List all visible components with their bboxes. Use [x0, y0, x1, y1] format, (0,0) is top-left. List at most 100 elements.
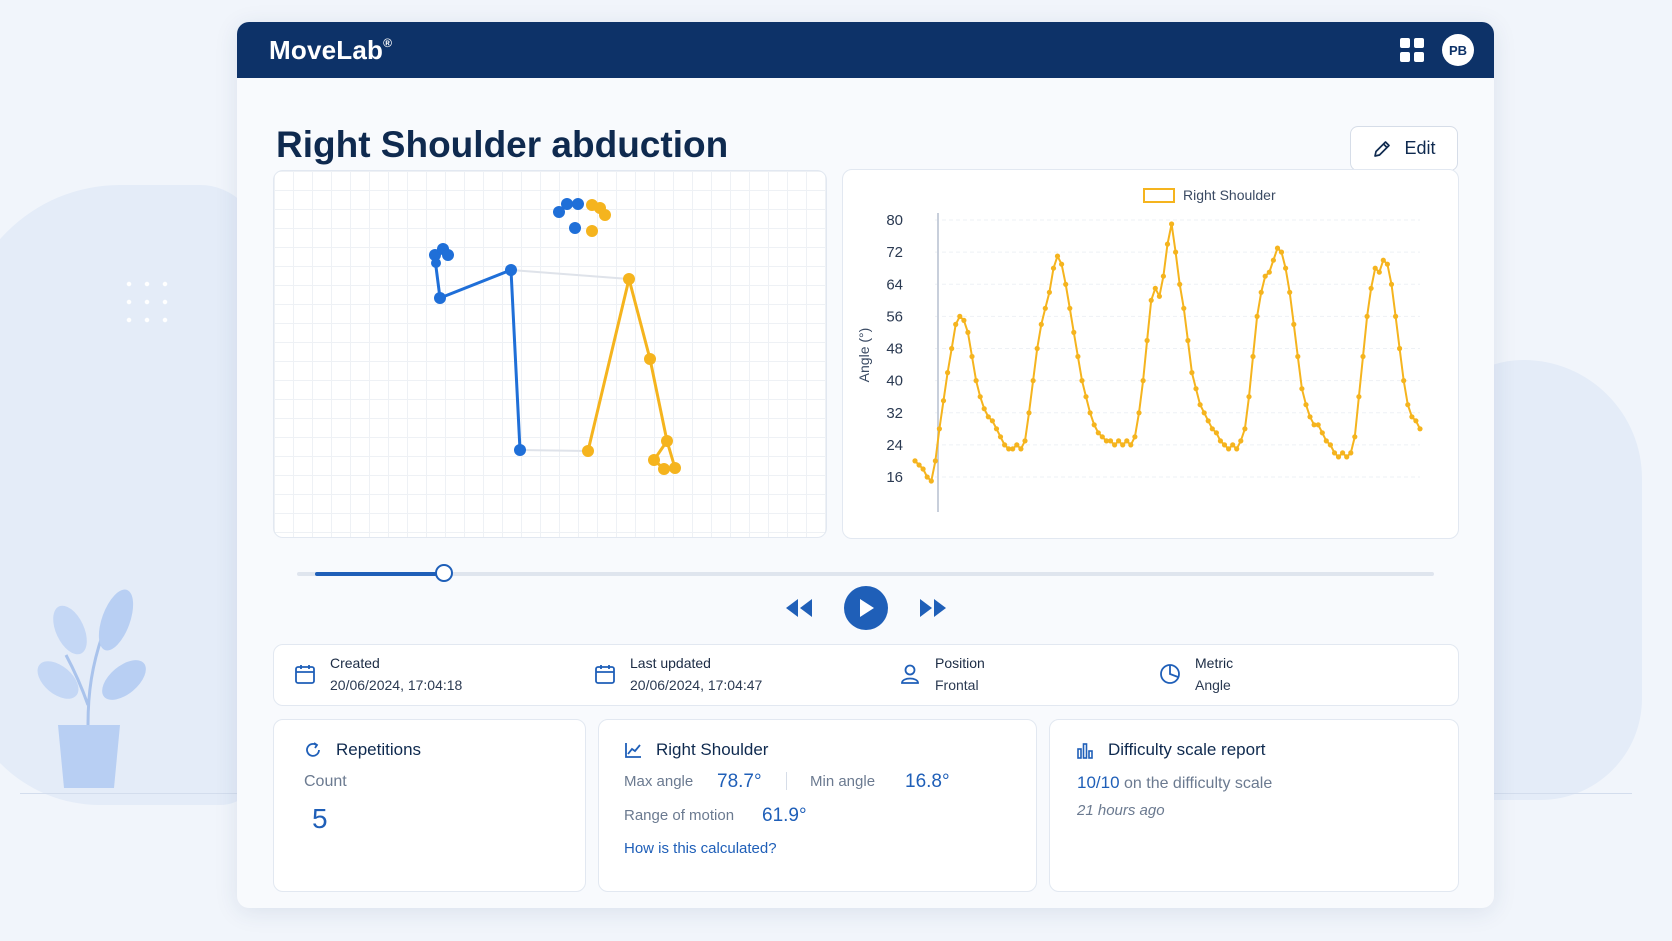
data-point [1278, 249, 1285, 255]
data-point [1319, 430, 1325, 436]
data-point [1063, 281, 1069, 287]
data-point [1087, 410, 1093, 416]
series-line-right-shoulder [914, 223, 1421, 483]
data-point [1091, 422, 1097, 428]
data-point [1189, 370, 1195, 376]
data-point [1160, 273, 1166, 279]
data-point [961, 317, 967, 323]
data-point [1323, 438, 1329, 444]
data-point [1376, 269, 1382, 275]
skeleton-view[interactable] [273, 170, 827, 538]
calendar-icon [295, 665, 315, 684]
timeline-thumb[interactable] [434, 564, 453, 582]
data-point [1217, 438, 1223, 444]
data-point [1246, 394, 1252, 400]
rewind-button[interactable] [784, 597, 814, 619]
edit-button[interactable]: Edit [1350, 126, 1458, 171]
count-value: 5 [312, 803, 328, 834]
data-point [1344, 454, 1350, 460]
y-axis-label: Angle (°) [856, 328, 872, 383]
created-label: Created [330, 655, 380, 671]
angle-chart[interactable]: 16 24 32 40 48 56 64 72 80 Angle (°) Right Shoul… [842, 169, 1459, 539]
play-icon [859, 599, 874, 617]
data-point [1034, 345, 1040, 352]
data-point [953, 321, 959, 327]
data-point [1185, 337, 1191, 344]
data-point [1230, 442, 1236, 448]
data-point [1401, 378, 1407, 384]
how-calculated-link[interactable]: How is this calculated? [624, 840, 777, 857]
data-point [924, 474, 930, 480]
avatar[interactable]: PB [1442, 34, 1474, 66]
legend-label: Right Shoulder [1183, 187, 1276, 203]
data-point [1022, 438, 1028, 444]
data-point [1331, 450, 1338, 456]
shoulder-line [510, 269, 630, 280]
data-point [1124, 438, 1130, 444]
left-limb [433, 258, 522, 451]
data-point [1071, 329, 1077, 335]
data-point [1397, 345, 1403, 352]
recording-info: Created 20/06/2024, 17:04:18 Last update… [273, 644, 1459, 706]
position-label: Position [935, 655, 985, 671]
data-point [1291, 321, 1297, 327]
data-point [1046, 289, 1052, 295]
range-of-motion-value: 61.9° [762, 805, 807, 826]
data-point [1067, 305, 1073, 311]
data-point [1307, 414, 1313, 420]
pencil-icon [1374, 140, 1391, 157]
play-button[interactable] [843, 586, 888, 630]
timeline-slider[interactable] [297, 564, 1434, 582]
data-point [1197, 402, 1203, 408]
repetitions-title: Repetitions [336, 740, 422, 759]
data-point [1059, 261, 1065, 267]
data-point [1054, 253, 1061, 259]
range-of-motion-label: Range of motion [624, 807, 735, 824]
data-point [981, 406, 987, 412]
data-point [1095, 430, 1101, 436]
data-point [1384, 261, 1390, 267]
data-point [1417, 426, 1423, 432]
metric-value: Angle [1195, 677, 1231, 693]
data-point [916, 462, 922, 468]
data-point [1075, 353, 1081, 360]
data-point [977, 394, 983, 400]
right-shoulder-title: Right Shoulder [656, 740, 769, 759]
y-tick-label: 16 [886, 469, 903, 486]
data-point [1144, 337, 1150, 344]
y-tick-label: 64 [886, 276, 903, 293]
data-point [1042, 305, 1048, 311]
y-tick-label: 24 [886, 437, 903, 454]
data-point [1250, 353, 1256, 360]
data-point [973, 378, 979, 384]
data-point [1335, 454, 1342, 460]
data-point [1405, 402, 1411, 408]
data-point [1116, 438, 1122, 444]
data-point [1173, 249, 1179, 255]
legend-swatch [1143, 188, 1175, 203]
data-point [932, 458, 938, 464]
rewind-icon [785, 599, 812, 617]
data-point [989, 418, 995, 424]
data-point [1112, 442, 1118, 448]
difficulty-score-suffix: on the difficulty scale [1124, 775, 1273, 792]
data-point [1181, 305, 1187, 311]
data-point [912, 458, 918, 464]
fast-forward-button[interactable] [918, 597, 948, 619]
apps-grid-icon[interactable] [1400, 38, 1424, 62]
data-point [1209, 426, 1215, 432]
data-point [969, 353, 975, 360]
data-point [1128, 442, 1134, 448]
data-point [1014, 442, 1020, 448]
data-point [1380, 257, 1386, 263]
position-value: Frontal [935, 677, 979, 693]
difficulty-title: Difficulty scale report [1108, 740, 1266, 759]
data-point [1348, 450, 1354, 456]
data-point [1038, 321, 1044, 327]
data-point [1254, 313, 1260, 319]
trend-chart-icon [625, 743, 641, 758]
chart-canvas: 16 24 32 40 48 56 64 72 80 Angle (°) Right Shoul… [856, 187, 1423, 512]
data-point [1226, 446, 1232, 452]
data-point [1030, 378, 1036, 384]
data-point [1156, 293, 1162, 299]
